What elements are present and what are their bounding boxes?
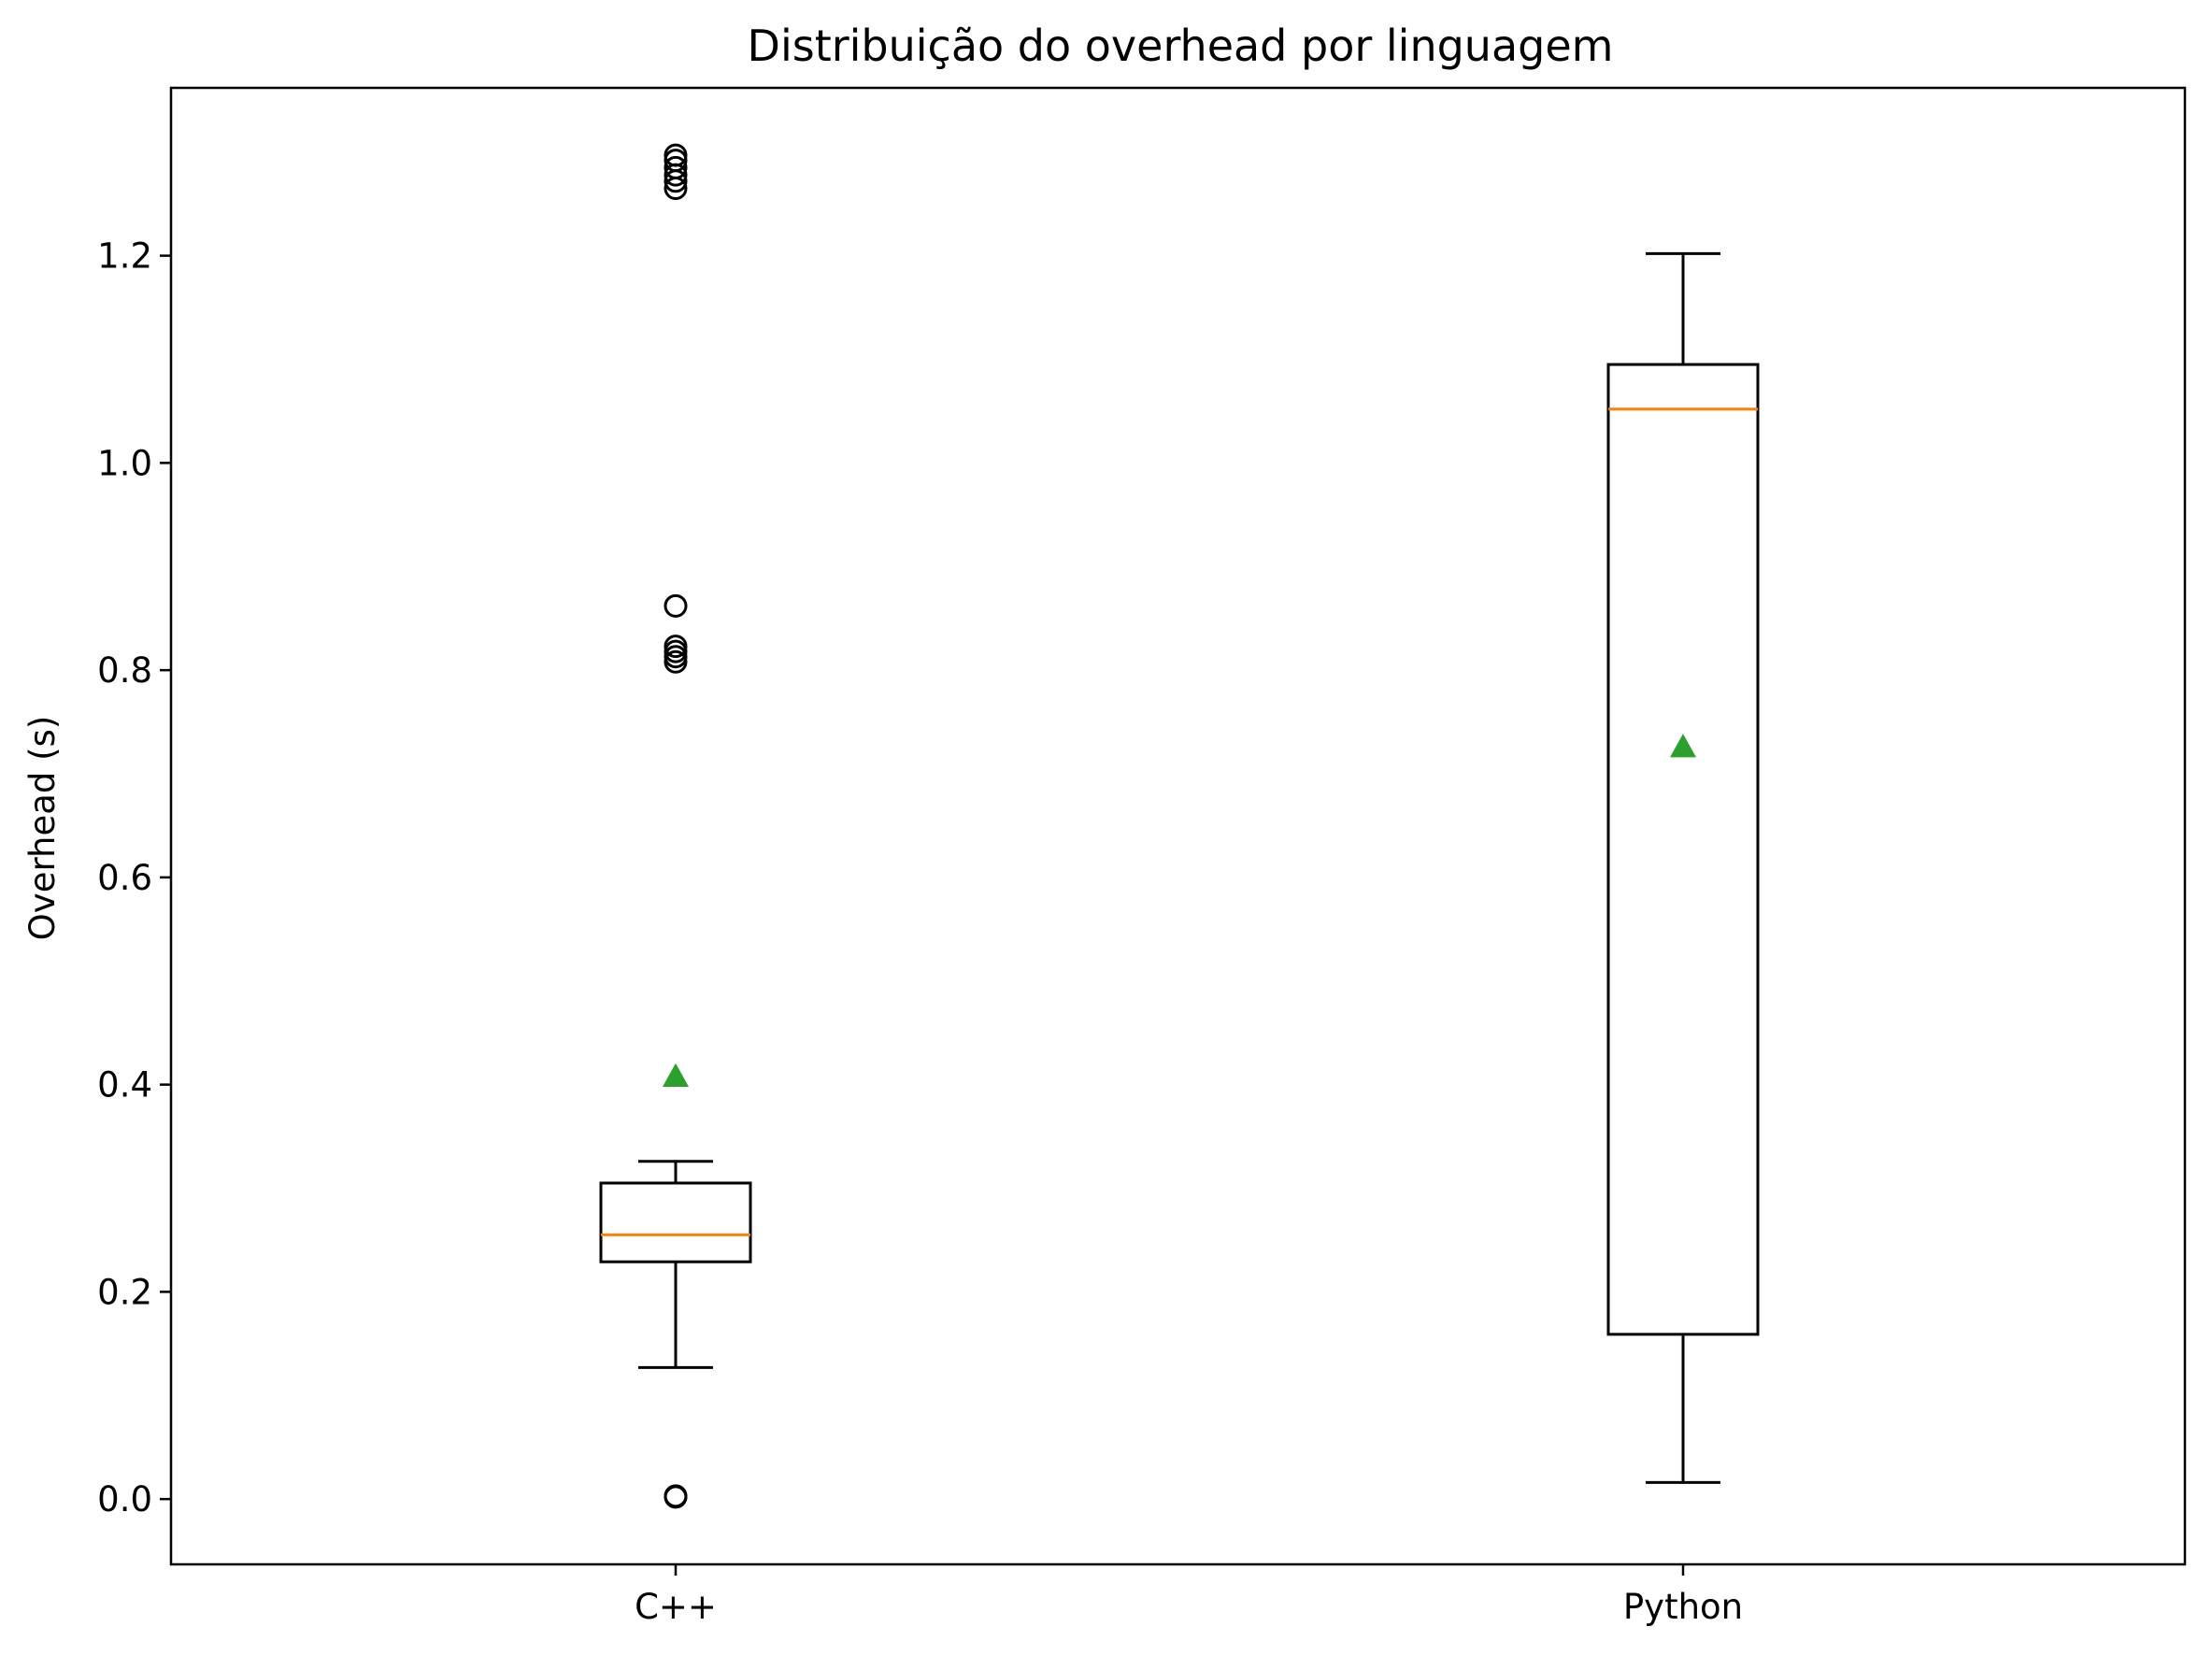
y-tick-label: 0.4 xyxy=(97,1065,152,1106)
y-tick-label: 1.0 xyxy=(97,443,152,483)
x-tick-label: Python xyxy=(1623,1587,1743,1627)
chart-title: Distribuição do overhead por linguagem xyxy=(748,21,1614,71)
iqr-box xyxy=(1606,363,1760,1336)
box-group xyxy=(1606,251,1760,1484)
y-tick-label: 0.0 xyxy=(97,1479,152,1519)
outlier-point xyxy=(664,635,688,659)
y-axis-label: Overhead (s) xyxy=(22,716,63,941)
mean-marker xyxy=(663,1063,689,1087)
axes-frame xyxy=(169,86,2187,1566)
outlier-point xyxy=(664,143,688,167)
iqr-box xyxy=(599,1181,752,1263)
y-tick-label: 1.2 xyxy=(97,236,152,277)
y-tick-label: 0.8 xyxy=(97,650,152,691)
x-tick-label: C++ xyxy=(635,1587,717,1627)
mean-marker xyxy=(1670,734,1696,758)
outlier-point xyxy=(664,155,688,179)
y-tick-label: 0.6 xyxy=(97,858,152,898)
outlier-point xyxy=(664,593,688,618)
box-group xyxy=(599,143,752,1509)
outlier-point xyxy=(664,1484,688,1508)
plot-area: 0.0 0.2 0.4 0.6 0.8 1.0 1.2 C++ Python xyxy=(97,86,2187,1627)
y-tick-label: 0.2 xyxy=(97,1272,152,1312)
